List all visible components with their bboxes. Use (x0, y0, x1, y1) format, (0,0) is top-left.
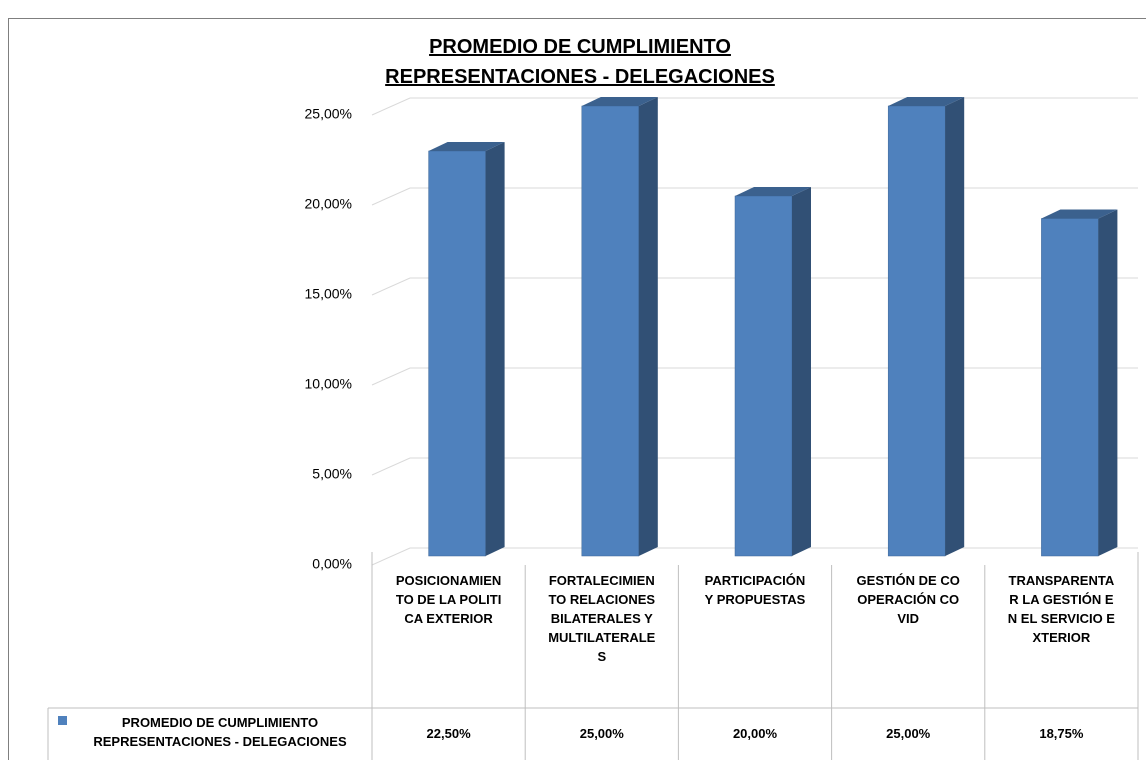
bar (734, 187, 811, 557)
x-tick-label: GESTIÓN DE COOPERACIÓN COVID (856, 573, 960, 626)
bar-side (792, 187, 811, 556)
bar (581, 97, 658, 557)
bar (887, 97, 965, 557)
bar (428, 142, 505, 557)
y-tick-label: 25,00% (305, 106, 352, 122)
bar-front (734, 195, 793, 557)
bar-top (581, 97, 658, 106)
bar-front (581, 105, 640, 557)
bar (1041, 209, 1118, 557)
bar-side (1098, 209, 1118, 556)
y-tick-label: 15,00% (305, 286, 352, 302)
x-tick-label: POSICIONAMIENTO DE LA POLITICA EXTERIOR (395, 573, 502, 626)
bar-side (485, 142, 505, 556)
value-label: 25,00% (579, 726, 624, 741)
bar-top (428, 142, 505, 151)
bar-top (735, 187, 811, 196)
chart-frame (8, 18, 1146, 760)
value-label: 22,50% (426, 726, 471, 741)
bar-top (888, 97, 965, 106)
x-tick-label: PARTICIPACIÓN Y PROPUESTAS (704, 573, 806, 607)
bar-top (1041, 209, 1118, 219)
chart-title: PROMEDIO DE CUMPLIMIENTO REPRESENTACIONE… (385, 36, 775, 88)
x-tick-label: FORTALECIMIENTO RELACIONES BILATERALES Y… (548, 573, 656, 664)
grid-line (371, 97, 1138, 116)
y-tick-label: 5,00% (312, 466, 352, 482)
value-label: 18,75% (1039, 726, 1084, 741)
bar-front (428, 150, 486, 557)
y-tick-label: 10,00% (305, 376, 352, 392)
y-tick-label: 20,00% (305, 196, 352, 212)
value-label: 20,00% (732, 726, 778, 741)
x-tick-label: TRANSPARENTAR LA GESTIÓN EN EL SERVICIO … (1007, 573, 1115, 645)
legend-swatch (58, 716, 67, 725)
y-tick-label: 0,00% (312, 556, 352, 572)
value-label: 25,00% (886, 726, 931, 741)
bar-front (887, 105, 946, 557)
legend-label: PROMEDIO DE CUMPLIMIENTO REPRESENTACIONE… (93, 715, 347, 749)
bar-front (1041, 218, 1099, 557)
bar-side (638, 97, 658, 556)
bar-side (945, 97, 965, 556)
